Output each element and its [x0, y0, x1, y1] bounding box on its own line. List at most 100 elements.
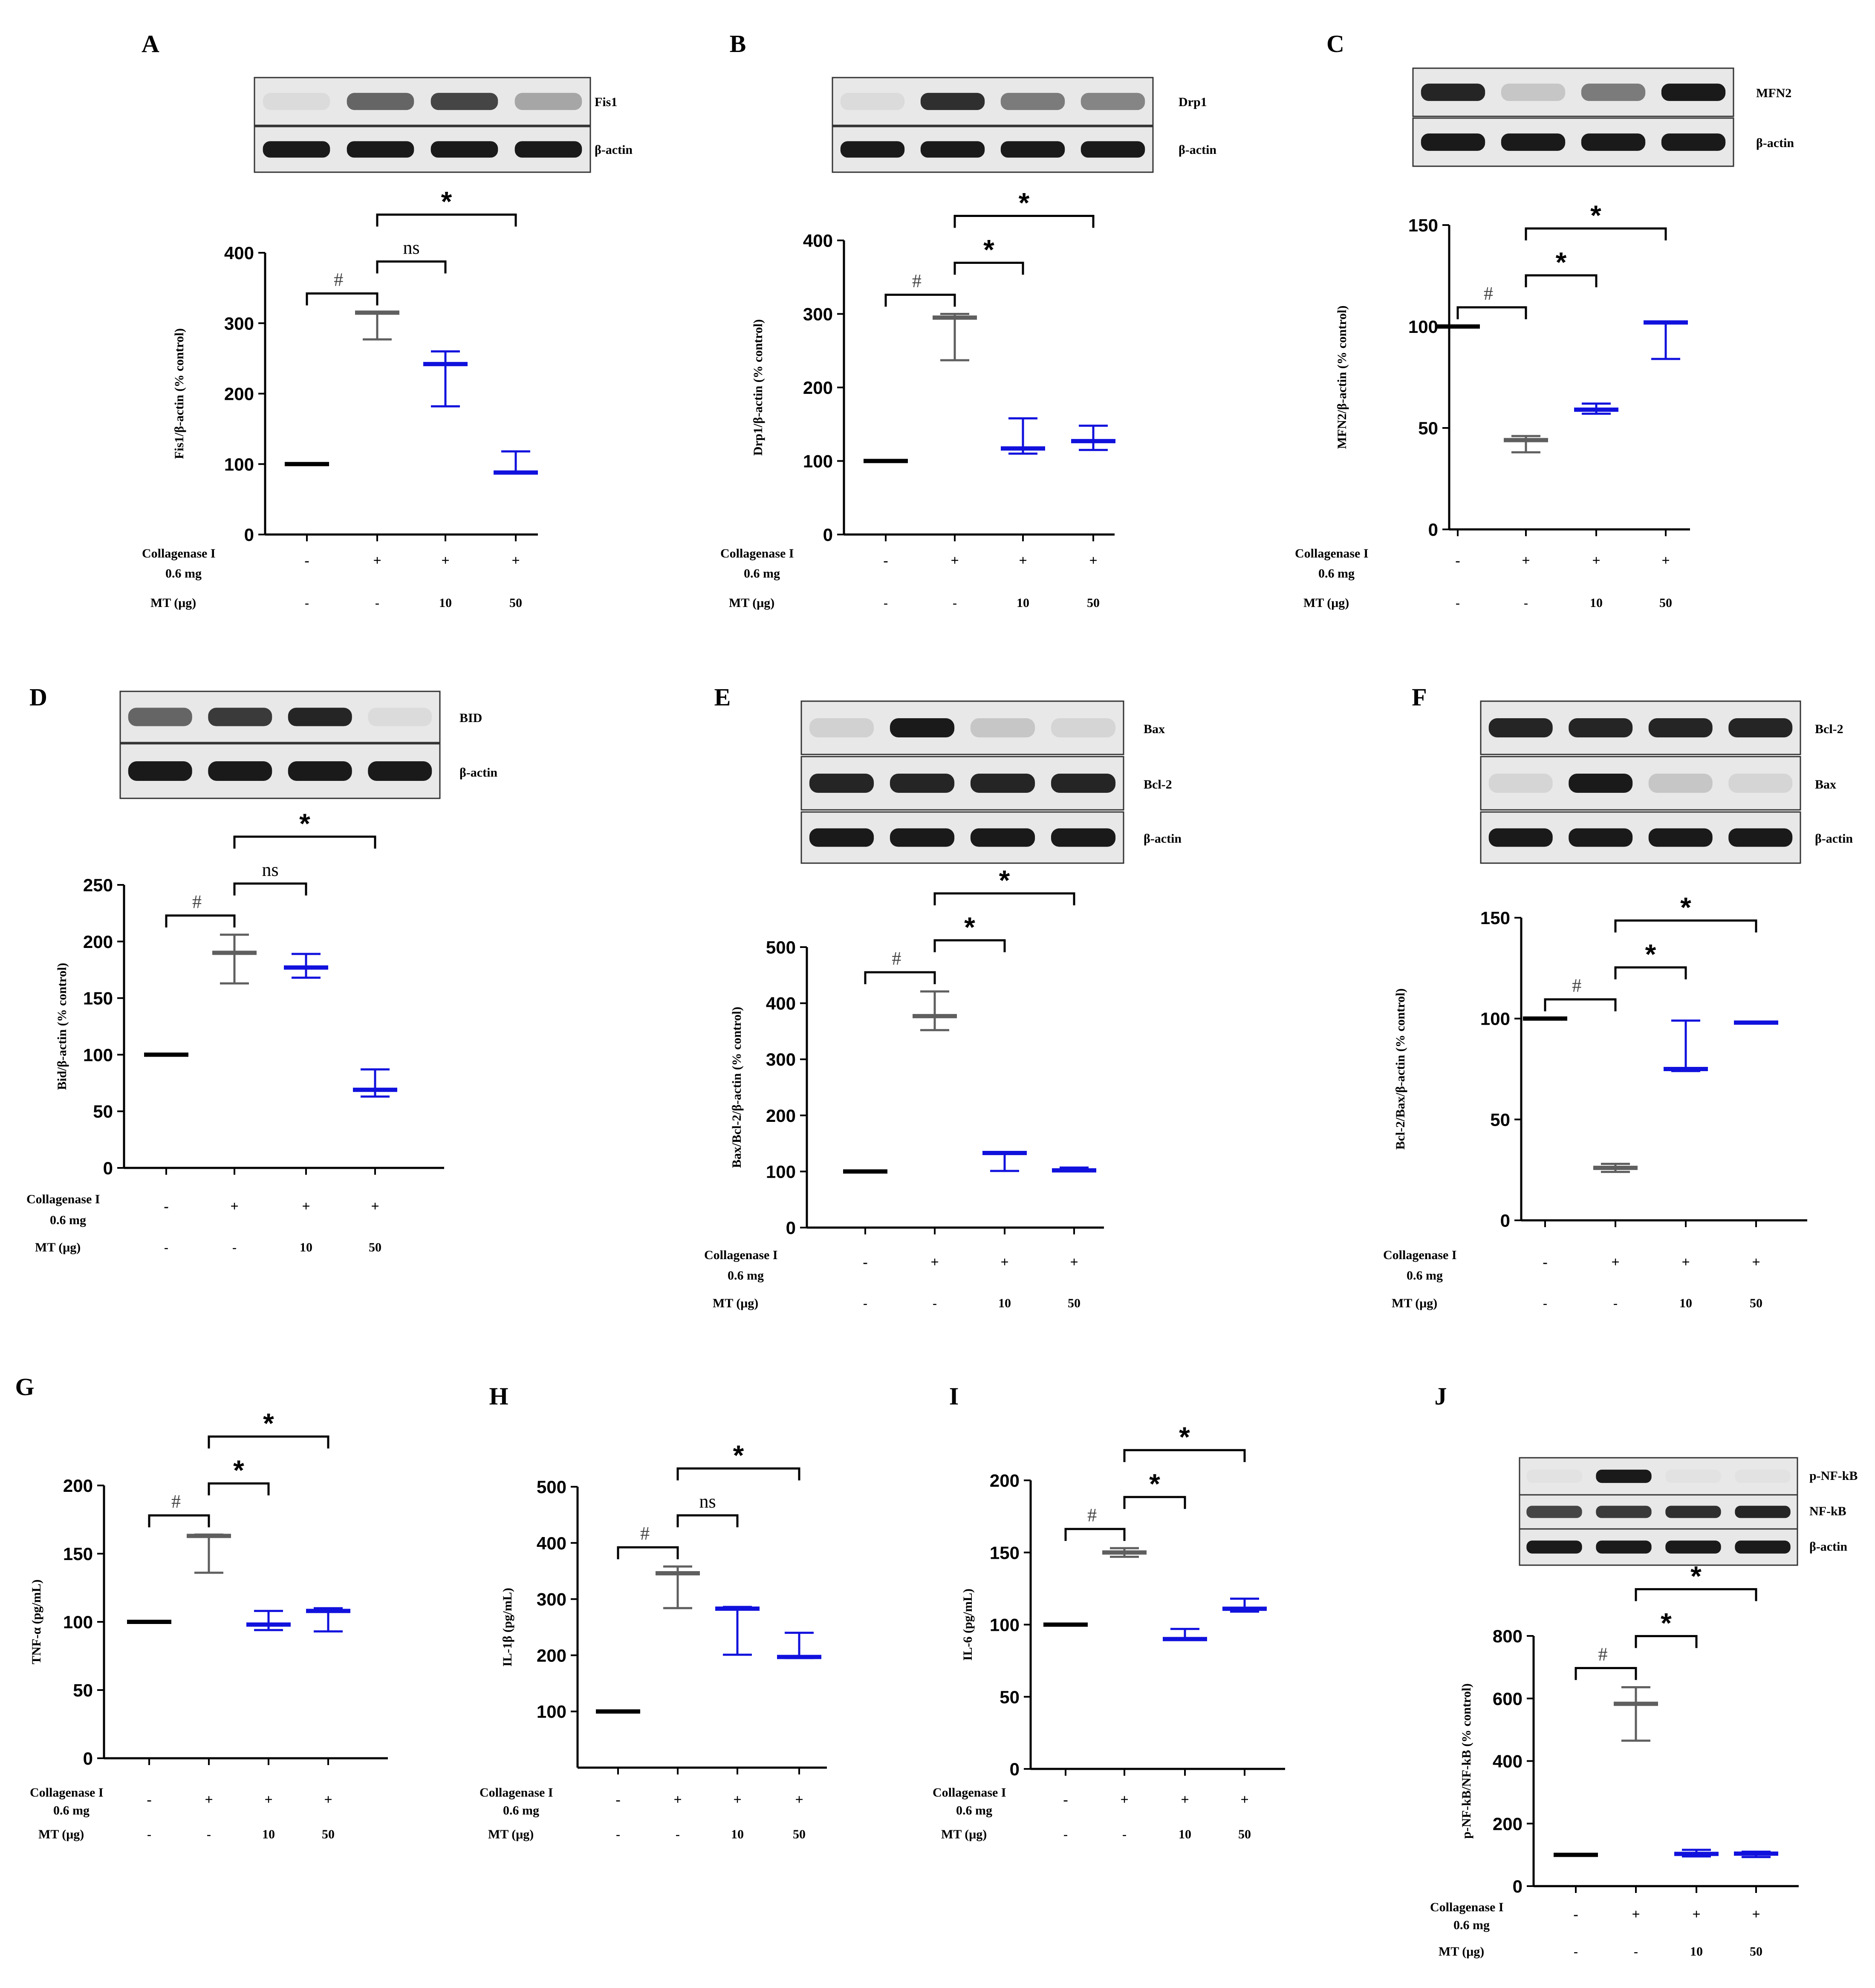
y-tick-label: 200	[990, 1471, 1020, 1491]
significance-label: #	[334, 269, 343, 290]
y-tick-label: 100	[537, 1702, 566, 1722]
significance-label: #	[192, 891, 202, 912]
data-group	[1052, 1166, 1096, 1173]
panel-G: G 0 50 100 150 200 TNF-α (pg/mL) # * * Collagenase…	[15, 1373, 388, 1841]
significance-bracket	[864, 971, 936, 984]
significance-label: *	[1645, 939, 1656, 970]
significance-bracket	[933, 939, 1006, 952]
y-tick-label: 0	[1500, 1211, 1510, 1231]
mt-value: 10	[998, 1296, 1011, 1310]
collagenase-dose-label: 0.6 mg	[1407, 1269, 1443, 1283]
mt-value: 10	[1017, 596, 1029, 610]
y-tick-label: 300	[537, 1589, 566, 1609]
data-group	[1644, 320, 1688, 360]
y-tick-label: 400	[1493, 1751, 1523, 1771]
mt-value: 50	[1238, 1827, 1251, 1841]
mt-value: 50	[793, 1827, 806, 1841]
collagenase-value: +	[1632, 1907, 1640, 1922]
significance-label: #	[892, 948, 901, 969]
blot-label: Bcl-2	[1144, 777, 1172, 792]
panel-letter: E	[714, 683, 731, 711]
blot-band	[1665, 1540, 1721, 1554]
collagenase-row-label: Collagenase I	[1430, 1900, 1504, 1914]
y-tick-label: 50	[73, 1680, 93, 1700]
y-tick-label: 50	[1490, 1110, 1510, 1130]
significance-bracket	[676, 1467, 800, 1481]
mt-value: 50	[1659, 596, 1672, 610]
blot-band	[1648, 774, 1713, 793]
data-group	[1674, 1849, 1719, 1858]
collagenase-value: +	[1522, 553, 1530, 569]
data-group	[1664, 1019, 1708, 1072]
western-blot: BID β-actin	[119, 691, 497, 799]
significance-label: *	[441, 185, 452, 217]
blot-band	[263, 92, 330, 110]
y-axis-label: Bid/β-actin (% control)	[55, 963, 69, 1090]
mt-value: -	[375, 596, 379, 610]
y-tick-label: 300	[803, 304, 833, 324]
data-group	[212, 933, 257, 985]
y-tick-label: 0	[83, 1748, 93, 1768]
data-group	[777, 1632, 821, 1659]
collagenase-value: -	[304, 553, 309, 569]
blot-band	[1000, 92, 1065, 110]
y-tick-label: 100	[63, 1612, 93, 1632]
collagenase-value: +	[930, 1254, 939, 1270]
blot-label: β-actin	[1756, 136, 1794, 150]
panel-F: F Bcl-2 Bax β-actin 0 50 100 150 Bcl-2/Bax/β-act…	[1383, 683, 1853, 1310]
y-tick-label: 400	[537, 1533, 566, 1553]
significance-bracket	[1575, 1667, 1637, 1680]
collagenase-dose-label: 0.6 mg	[1453, 1918, 1490, 1932]
panel-J: Jp-NF-kB NF-kB β-actin 0 200 400 600 800 p-NF-kB…	[1430, 1382, 1858, 1959]
blot-band	[368, 708, 432, 726]
blot-label: β-actin	[595, 143, 633, 157]
collagenase-value: +	[1752, 1907, 1760, 1922]
collagenase-value: +	[441, 553, 449, 569]
blot-band	[1051, 774, 1116, 793]
significance-label: #	[1087, 1505, 1097, 1526]
collagenase-dose-label: 0.6 mg	[728, 1269, 764, 1283]
data-group	[656, 1565, 700, 1609]
significance-label: *	[1556, 246, 1567, 278]
panel-letter: H	[489, 1382, 508, 1410]
blot-band	[1000, 141, 1065, 158]
collagenase-dose-label: 0.6 mg	[165, 566, 202, 581]
y-tick-label: 0	[823, 525, 833, 545]
y-tick-label: 150	[1480, 908, 1510, 928]
mt-value: -	[232, 1240, 237, 1254]
collagenase-row-label: Collagenase I	[1383, 1248, 1457, 1262]
data-group	[1504, 435, 1548, 454]
y-tick-label: 150	[83, 988, 113, 1008]
significance-label: #	[912, 271, 922, 292]
mt-row-label: MT (μg)	[35, 1240, 81, 1254]
collagenase-value: +	[264, 1792, 272, 1808]
significance-label: *	[299, 808, 310, 839]
panel-letter: G	[15, 1373, 34, 1401]
mt-value: -	[164, 1240, 168, 1254]
blot-band	[1735, 1469, 1791, 1483]
mt-row-label: MT (μg)	[729, 596, 774, 610]
western-blot: MFN2 β-actin	[1412, 67, 1794, 167]
y-tick-label: 0	[1513, 1876, 1523, 1896]
significance-bracket	[1614, 919, 1757, 933]
significance-bracket	[1064, 1528, 1126, 1541]
mt-row-label: MT (μg)	[488, 1827, 534, 1841]
blot-band	[1488, 718, 1553, 737]
blot-band	[970, 718, 1035, 737]
y-tick-label: 200	[766, 1106, 796, 1126]
data-group	[494, 450, 538, 475]
blot-band	[128, 761, 192, 781]
blot-band	[890, 774, 955, 793]
blot-label: β-actin	[1144, 832, 1182, 846]
blot-band	[890, 718, 955, 737]
western-blot: Bcl-2 Bax β-actin	[1480, 700, 1853, 864]
panel-I: I 0 50 100 150 200 IL-6 (pg/mL) # * * Collagenase …	[933, 1382, 1285, 1841]
blot-band	[970, 828, 1035, 847]
blot-label: NF-kB	[1809, 1504, 1846, 1518]
data-group	[423, 350, 468, 407]
y-axis-label: Bax/Bcl-2/β-actin (% control)	[730, 1007, 744, 1168]
mt-row-label: MT (μg)	[1392, 1296, 1437, 1310]
blot-label: Bax	[1815, 777, 1836, 792]
mt-row-label: MT (μg)	[150, 596, 196, 610]
blot-band	[1569, 828, 1633, 847]
